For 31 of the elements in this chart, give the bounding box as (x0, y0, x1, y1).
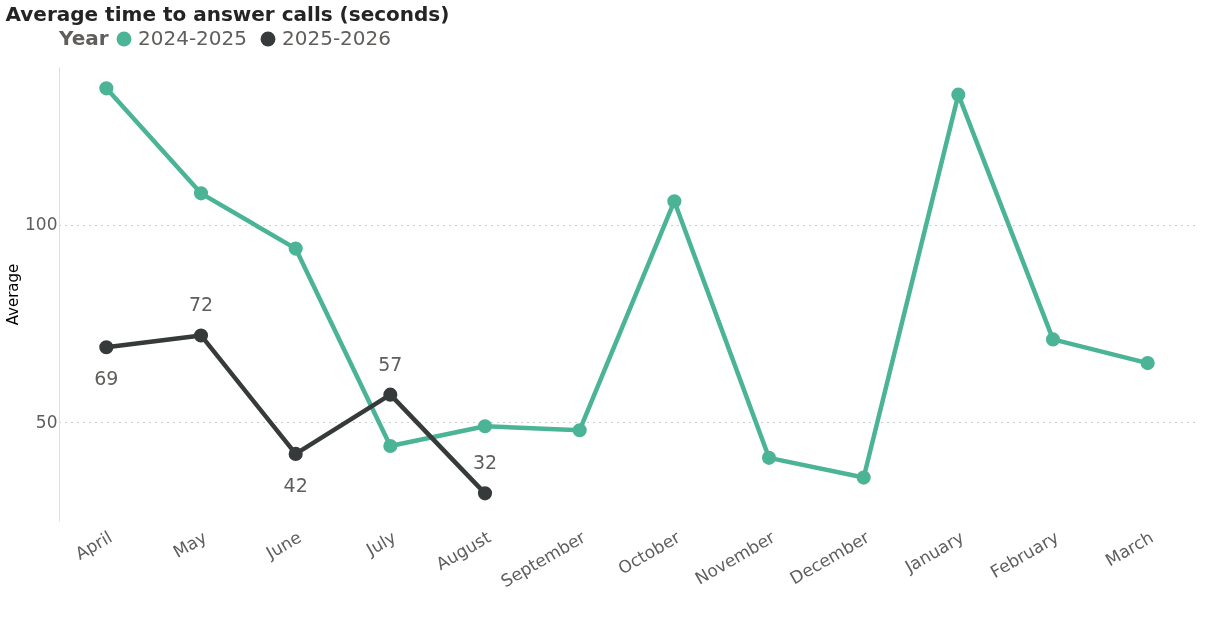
point (856, 470, 871, 485)
point (951, 87, 966, 102)
point (288, 241, 303, 256)
legend-title: Year (58, 26, 109, 50)
data-label: 72 (188, 293, 214, 316)
data-label: 57 (378, 352, 403, 375)
point (761, 450, 777, 465)
legend-label: 2024-2025 (138, 26, 248, 50)
x-tick-label: July (361, 526, 400, 561)
point (1045, 332, 1061, 347)
y-tick-label: 100 (25, 214, 58, 235)
point (667, 194, 682, 209)
y-tick-label: 50 (35, 411, 58, 432)
legend-label: 2025-2026 (282, 26, 392, 50)
data-label: 42 (283, 473, 308, 496)
data-label: 32 (472, 451, 498, 474)
point (477, 486, 493, 501)
point (572, 423, 587, 438)
data-label: 69 (94, 367, 119, 390)
point (1140, 356, 1155, 371)
point (193, 328, 209, 343)
point (99, 340, 114, 355)
point (383, 387, 398, 402)
x-tick-label: May (169, 526, 210, 562)
point (477, 419, 493, 434)
chart-title: Average time to answer calls (seconds) (5, 2, 450, 26)
point (383, 438, 398, 454)
point (288, 446, 303, 461)
point (99, 81, 114, 96)
point (193, 186, 209, 201)
y-axis-title: Average (4, 263, 23, 326)
